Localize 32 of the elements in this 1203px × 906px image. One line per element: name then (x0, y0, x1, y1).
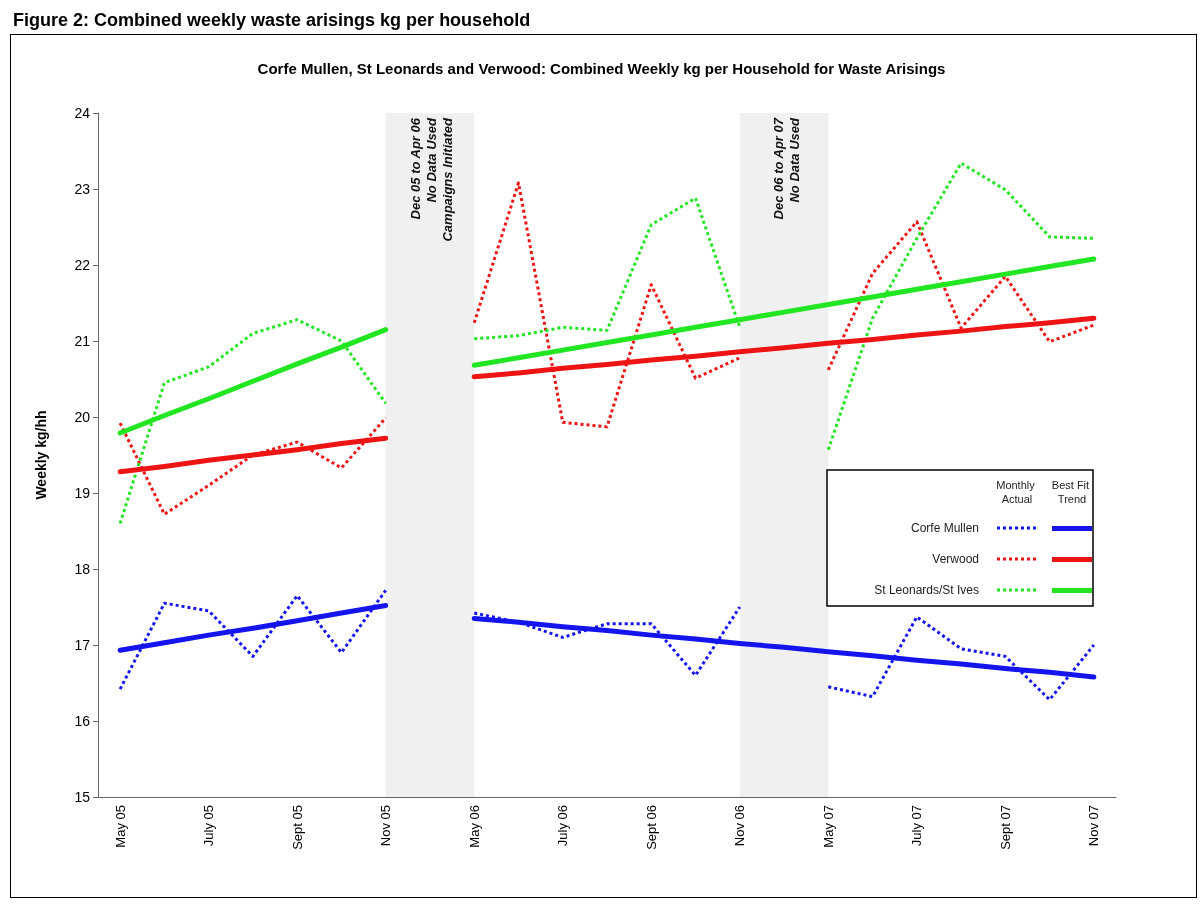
band-label: Dec 05 to Apr 06 No Data Used Campaigns Initiated (408, 116, 456, 242)
y-tick-label: 23 (74, 181, 91, 197)
x-tick-label: Nov 07 (1086, 805, 1102, 847)
x-tick-label: Nov 05 (378, 805, 394, 847)
x-tick-label: July 05 (201, 805, 217, 847)
y-tick-label: 18 (74, 561, 91, 577)
x-tick-label: May 07 (820, 805, 836, 848)
legend-label: St Leonards/St Ives (874, 583, 979, 597)
chart-title: Figure 2: Combined weekly waste arisings kg per household (13, 10, 531, 30)
y-tick-label: 19 (74, 485, 91, 501)
annotation: Best Fit Trend (1051, 479, 1093, 505)
annotation: Monthly Actual (996, 479, 1038, 505)
y-tick-label: 21 (74, 333, 91, 349)
x-tick-label: July 07 (909, 805, 925, 847)
y-tick-label: 16 (74, 713, 91, 729)
y-tick-label: 20 (74, 409, 91, 425)
y-tick-label: 17 (74, 637, 91, 653)
x-tick-label: May 06 (466, 805, 482, 848)
y-tick-label: 22 (74, 257, 91, 273)
y-axis-title: Weekly kg/hh (33, 410, 49, 500)
x-tick-label: Sept 07 (997, 805, 1013, 850)
chart-subtitle: Corfe Mullen, St Leonards and Verwood: Combined Weekly kg per Household for Waste Arisings (257, 60, 946, 77)
y-tick-label: 15 (74, 789, 91, 805)
x-tick-label: July 06 (555, 805, 571, 847)
legend-label: Verwood (932, 552, 979, 566)
band-label: Dec 06 to Apr 07 No Data Used (770, 116, 802, 220)
x-tick-label: Sept 05 (289, 805, 305, 850)
y-tick-label: 24 (74, 105, 91, 121)
x-tick-label: Sept 06 (643, 805, 659, 850)
x-tick-label: Nov 06 (732, 805, 748, 847)
x-tick-label: May 05 (112, 805, 128, 848)
legend-label: Corfe Mullen (910, 521, 979, 535)
